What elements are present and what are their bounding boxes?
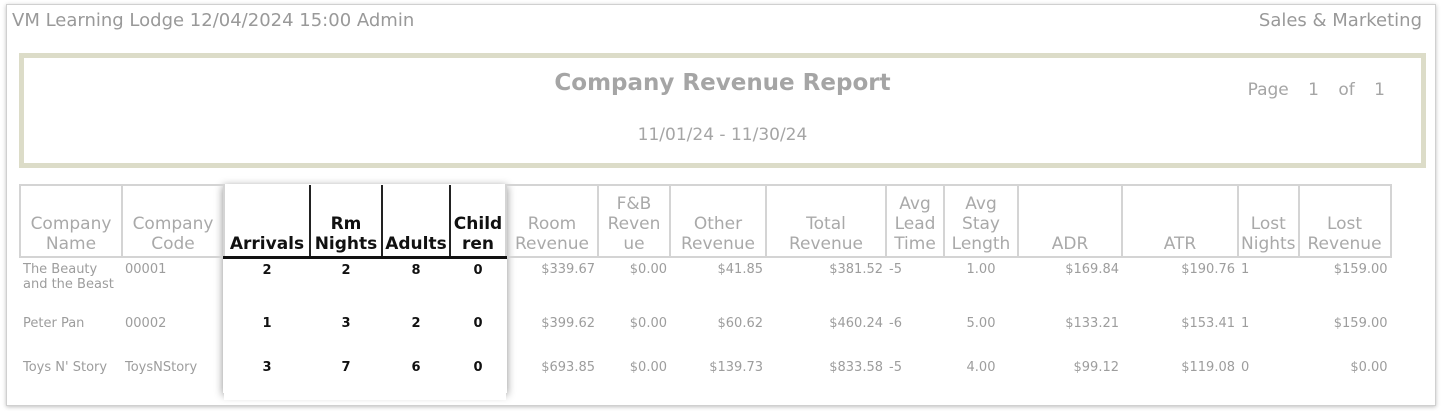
cell: 8 xyxy=(382,257,450,312)
cell: $153.41 xyxy=(1181,316,1235,331)
cell: $169.84 xyxy=(1065,262,1119,277)
cell: 0 xyxy=(450,356,506,400)
col-room-revenue: Room Revenue xyxy=(505,184,599,258)
cell: 0 xyxy=(1241,360,1250,375)
cell: 7 xyxy=(310,356,382,400)
cell: ToysNStory xyxy=(125,360,198,375)
cell: 0 xyxy=(450,257,506,312)
cell: $190.76 xyxy=(1181,262,1235,277)
cell: 00001 xyxy=(125,262,167,277)
date-range: 11/01/24 - 11/30/24 xyxy=(637,125,808,145)
col-lost-revenue: Lost Revenue xyxy=(1297,184,1392,258)
cell: -5 xyxy=(889,262,902,277)
col-children: Child ren xyxy=(449,185,506,259)
col-arrivals: Arrivals xyxy=(224,185,310,259)
module-name: Sales & Marketing xyxy=(1258,10,1422,31)
cell: Toys N' Story xyxy=(23,360,108,375)
page-number: 1 xyxy=(1308,80,1319,100)
col-atr: ATR xyxy=(1121,184,1239,258)
cell: The Beauty and the Beast xyxy=(23,262,114,292)
cell: 3 xyxy=(224,356,310,400)
cell: $139.73 xyxy=(709,360,763,375)
header-row: Company Name Company Code Arrivals Rm Ni… xyxy=(19,184,1392,259)
cell: 1 xyxy=(1241,262,1250,277)
cell: $381.52 xyxy=(829,262,883,277)
col-rm-nights: Rm Nights xyxy=(309,185,382,259)
col-other-revenue: Other Revenue xyxy=(669,184,767,258)
cell: $99.12 xyxy=(1073,360,1120,375)
cell: 2 xyxy=(224,257,310,312)
col-avg-stay-length: Avg Stay Length xyxy=(943,184,1019,258)
cell: $119.08 xyxy=(1181,360,1235,375)
col-company-name: Company Name xyxy=(19,184,123,258)
cell: $339.67 xyxy=(541,262,595,277)
cell: $0.00 xyxy=(629,316,667,331)
cell: $0.00 xyxy=(1350,360,1388,375)
col-total-revenue: Total Revenue xyxy=(765,184,887,258)
cell: -5 xyxy=(889,360,902,375)
report-title: Company Revenue Report xyxy=(554,70,891,96)
cell: 1 xyxy=(224,312,310,356)
revenue-table: Company Name Company Code Arrivals Rm Ni… xyxy=(19,184,1392,400)
page-label: Page xyxy=(1247,80,1289,100)
page-total: 1 xyxy=(1374,80,1385,100)
cell: $41.85 xyxy=(717,262,764,277)
property-info: VM Learning Lodge 12/04/2024 15:00 Admin xyxy=(12,10,415,31)
cell: 5.00 xyxy=(966,316,996,331)
cell: $0.00 xyxy=(629,360,667,375)
col-fb-revenue: F&B Reven ue xyxy=(597,184,671,258)
cell: 0 xyxy=(450,312,506,356)
cell: 2 xyxy=(310,257,382,312)
cell: 1.00 xyxy=(966,262,996,277)
col-lost-nights: Lost Nights xyxy=(1237,184,1300,258)
report-header: Company Revenue Report 11/01/24 - 11/30/… xyxy=(19,53,1426,168)
cell: Peter Pan xyxy=(23,316,85,331)
cell: 3 xyxy=(310,312,382,356)
cell: $159.00 xyxy=(1333,316,1388,331)
table-row: The Beauty and the Beast 00001 2 2 8 0 $… xyxy=(20,257,1391,312)
cell: $833.58 xyxy=(829,360,883,375)
cell: $159.00 xyxy=(1333,262,1388,277)
cell: -6 xyxy=(889,316,902,331)
top-bar: VM Learning Lodge 12/04/2024 15:00 Admin… xyxy=(12,10,1432,36)
page-indicator: Page 1 of 1 xyxy=(1242,80,1385,100)
col-avg-lead-time: Avg Lead Time xyxy=(885,184,945,258)
cell: $460.24 xyxy=(829,316,883,331)
cell: 6 xyxy=(382,356,450,400)
cell: $133.21 xyxy=(1065,316,1119,331)
table-row: Toys N' Story ToysNStory 3 7 6 0 $693.85… xyxy=(20,356,1391,400)
cell: 00002 xyxy=(125,316,167,331)
cell: 1 xyxy=(1241,316,1250,331)
col-company-code: Company Code xyxy=(121,184,225,258)
cell: 4.00 xyxy=(966,360,996,375)
cell: $0.00 xyxy=(629,262,667,277)
cell: $693.85 xyxy=(541,360,595,375)
cell: $399.62 xyxy=(541,316,595,331)
table-row: Peter Pan 00002 1 3 2 0 $399.62 $0.00 $6… xyxy=(20,312,1391,356)
cell: 2 xyxy=(382,312,450,356)
col-adr: ADR xyxy=(1017,184,1123,258)
of-label: of xyxy=(1338,80,1355,100)
cell: $60.62 xyxy=(717,316,764,331)
col-adults: Adults xyxy=(381,185,450,259)
